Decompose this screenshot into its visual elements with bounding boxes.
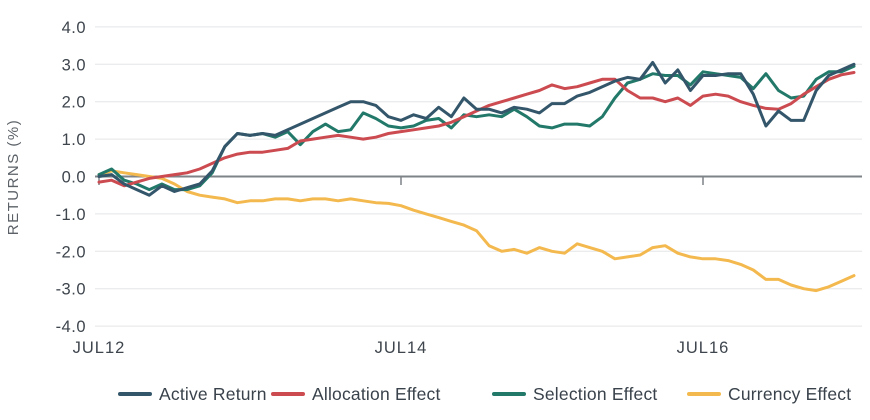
legend-line-swatch-selection-effect	[492, 392, 526, 396]
series-line-allocation-effect	[97, 71, 856, 188]
legend-label: Currency Effect	[728, 384, 852, 404]
x-tick-label: JUL12	[73, 339, 126, 357]
legend-item-allocation-effect: Allocation Effect	[271, 384, 441, 404]
y-tick-label: 0.0	[62, 169, 86, 187]
y-tick-label: -4.0	[56, 318, 86, 336]
legend-label: Selection Effect	[533, 384, 658, 404]
legend-item-selection-effect: Selection Effect	[492, 384, 657, 404]
y-tick-label: 4.0	[62, 19, 86, 37]
y-tick-label: 3.0	[62, 56, 86, 74]
y-tick-label: -1.0	[56, 206, 86, 224]
legend-label: Allocation Effect	[312, 384, 441, 404]
y-tick-label: 2.0	[62, 94, 86, 112]
legend-line-swatch-currency-effect	[687, 392, 721, 396]
legend-line-swatch-active-return	[118, 392, 152, 396]
series-line-currency-effect	[97, 169, 856, 293]
legend-line-swatch-allocation-effect	[271, 392, 305, 396]
y-tick-label: -3.0	[56, 281, 86, 299]
x-tick-label: JUL14	[375, 339, 428, 357]
legend-item-active-return: Active Return	[118, 384, 267, 404]
legend-item-currency-effect: Currency Effect	[687, 384, 851, 404]
legend-label: Active Return	[159, 384, 267, 404]
series-line-active-return	[97, 60, 856, 197]
y-axis-title: RETURNS (%)	[5, 119, 22, 236]
y-tick-label: -2.0	[56, 243, 86, 261]
x-tick-label: JUL16	[677, 339, 730, 357]
y-tick-label: 1.0	[62, 131, 86, 149]
